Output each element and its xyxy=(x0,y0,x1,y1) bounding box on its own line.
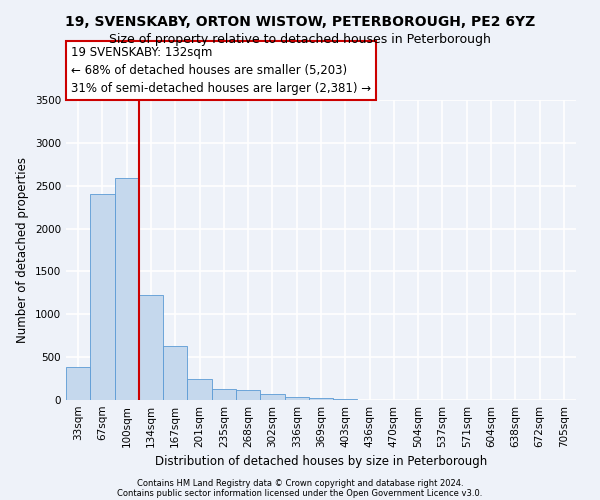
Bar xyxy=(139,296,163,400)
Bar xyxy=(260,394,284,400)
Bar xyxy=(90,194,115,400)
Bar xyxy=(187,380,212,400)
Bar xyxy=(309,398,333,400)
Text: 19 SVENSKABY: 132sqm
← 68% of detached houses are smaller (5,203)
31% of semi-de: 19 SVENSKABY: 132sqm ← 68% of detached h… xyxy=(71,46,371,95)
Text: Contains HM Land Registry data © Crown copyright and database right 2024.: Contains HM Land Registry data © Crown c… xyxy=(137,478,463,488)
Text: Contains public sector information licensed under the Open Government Licence v3: Contains public sector information licen… xyxy=(118,488,482,498)
Bar xyxy=(115,178,139,400)
Y-axis label: Number of detached properties: Number of detached properties xyxy=(16,157,29,343)
Bar xyxy=(212,389,236,400)
X-axis label: Distribution of detached houses by size in Peterborough: Distribution of detached houses by size … xyxy=(155,456,487,468)
Bar xyxy=(163,346,187,400)
Text: 19, SVENSKABY, ORTON WISTOW, PETERBOROUGH, PE2 6YZ: 19, SVENSKABY, ORTON WISTOW, PETERBOROUG… xyxy=(65,15,535,29)
Bar xyxy=(236,390,260,400)
Bar xyxy=(66,368,90,400)
Text: Size of property relative to detached houses in Peterborough: Size of property relative to detached ho… xyxy=(109,32,491,46)
Bar xyxy=(284,396,309,400)
